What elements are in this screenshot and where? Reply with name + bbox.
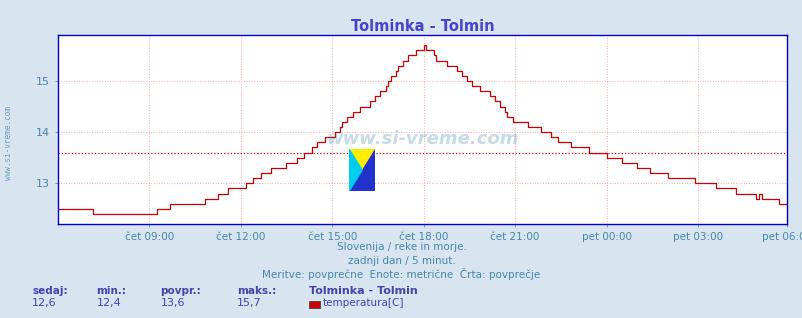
Text: sedaj:: sedaj: bbox=[32, 286, 67, 296]
Text: Tolminka - Tolmin: Tolminka - Tolmin bbox=[309, 286, 417, 296]
Text: temperatura[C]: temperatura[C] bbox=[322, 298, 403, 308]
Polygon shape bbox=[349, 149, 362, 191]
Text: Slovenija / reke in morje.: Slovenija / reke in morje. bbox=[336, 242, 466, 252]
Polygon shape bbox=[349, 149, 375, 191]
Text: 15,7: 15,7 bbox=[237, 298, 261, 308]
Text: 12,6: 12,6 bbox=[32, 298, 57, 308]
Text: www.si-vreme.com: www.si-vreme.com bbox=[326, 130, 518, 148]
Text: maks.:: maks.: bbox=[237, 286, 276, 296]
Text: Meritve: povprečne  Enote: metrične  Črta: povprečje: Meritve: povprečne Enote: metrične Črta:… bbox=[262, 268, 540, 280]
Polygon shape bbox=[349, 149, 375, 191]
Title: Tolminka - Tolmin: Tolminka - Tolmin bbox=[350, 19, 493, 34]
Text: zadnji dan / 5 minut.: zadnji dan / 5 minut. bbox=[347, 256, 455, 266]
Text: www.si-vreme.com: www.si-vreme.com bbox=[3, 106, 13, 180]
Text: min.:: min.: bbox=[96, 286, 126, 296]
Text: povpr.:: povpr.: bbox=[160, 286, 201, 296]
Text: 12,4: 12,4 bbox=[96, 298, 121, 308]
Text: 13,6: 13,6 bbox=[160, 298, 185, 308]
